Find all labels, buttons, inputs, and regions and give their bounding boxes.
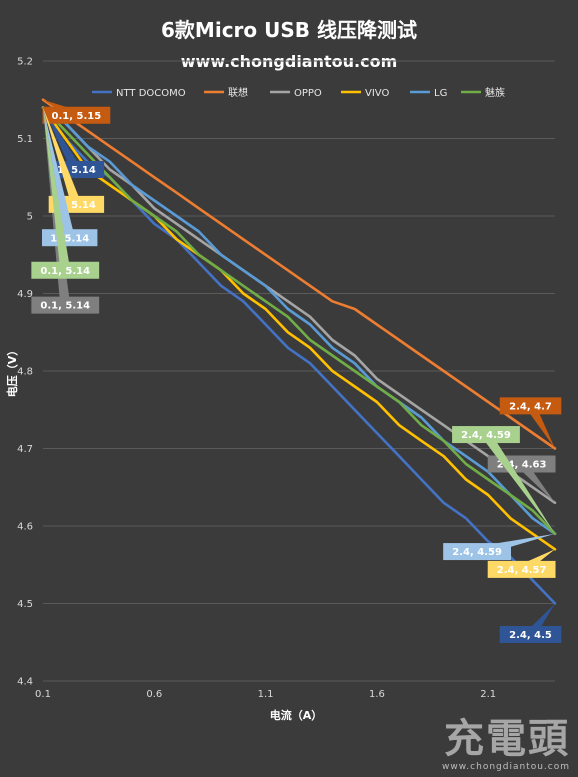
gridlines	[43, 60, 555, 682]
series-lines	[41, 98, 557, 605]
data-label-box	[42, 106, 111, 124]
data-label-text: 2.4, 4.59	[461, 430, 511, 441]
data-label-text: 1, 5.14	[57, 200, 96, 211]
y-tick-label: 4.4	[17, 677, 33, 688]
data-label-box	[487, 560, 556, 578]
watermark-url: www.chongdiantou.com	[442, 762, 570, 772]
data-label-box	[499, 397, 562, 415]
series-line-0	[41, 106, 557, 605]
data-label-text: 2.4, 4.59	[452, 547, 502, 558]
legend-label: 魅族	[485, 86, 505, 99]
legend: NTT DOCOMO 联想 OPPO VIVO LG 魅族	[92, 86, 505, 99]
data-label-box	[499, 626, 562, 643]
watermark-logo: 充電頭 www.chongdiantou.com	[442, 716, 570, 772]
data-label-text: 2.4, 4.63	[497, 460, 547, 471]
chart-title: 6款Micro USB 线压降测试	[161, 18, 417, 42]
data-label-text: 2.4, 4.5	[509, 630, 552, 641]
data-label-text: 1, 5.14	[50, 233, 89, 244]
series-line-5	[41, 106, 557, 536]
series-line-1	[41, 98, 557, 450]
data-label-text: 1, 5.14	[57, 165, 96, 176]
y-tick-label: 4.8	[17, 367, 33, 378]
data-label-box	[443, 543, 511, 561]
y-tick-label: 4.5	[17, 599, 33, 610]
x-tick-label: 1.6	[369, 689, 385, 700]
data-label-text: 0.1, 5.14	[40, 266, 90, 277]
data-label-text: 0.1, 5.14	[40, 301, 90, 312]
data-label-pointer	[43, 107, 82, 207]
watermark-text: 充電頭	[444, 716, 570, 762]
x-tick-label: 1.1	[258, 689, 274, 700]
y-tick-label: 5	[27, 212, 33, 223]
legend-label: LG	[434, 88, 447, 99]
series-line-2	[41, 106, 557, 505]
y-tick-label: 4.9	[17, 289, 33, 300]
data-label-box	[31, 261, 100, 279]
data-label-text: 2.4, 4.57	[497, 565, 547, 576]
y-tick-label: 5.2	[17, 57, 33, 68]
x-tick-label: 0.6	[146, 689, 162, 700]
data-label-text: 2.4, 4.7	[509, 401, 552, 412]
data-label-pointer	[43, 107, 75, 239]
x-tick-label: 2.1	[480, 689, 496, 700]
y-axis-ticks: 4.4 4.5 4.6 4.7 4.8 4.9 5 5.1 5.2	[17, 57, 33, 688]
x-tick-label: 0.1	[35, 689, 51, 700]
series-line-4	[41, 106, 557, 536]
data-label-box	[452, 426, 520, 444]
data-label-text: 0.1, 5.15	[52, 111, 102, 122]
data-labels: 1, 5.14 2.4, 4.5 0.1, 5.15 2.4, 4.7 0.1, 5.1…	[31, 99, 562, 643]
legend-label: NTT DOCOMO	[116, 88, 186, 99]
x-axis-title: 电流（A）	[270, 708, 323, 722]
data-label-box	[31, 296, 100, 314]
data-label-pointer	[481, 431, 555, 534]
y-tick-label: 4.7	[17, 444, 33, 455]
legend-label: OPPO	[294, 88, 322, 99]
y-tick-label: 4.6	[17, 522, 33, 533]
y-tick-label: 5.1	[17, 134, 33, 145]
legend-label: 联想	[228, 86, 248, 99]
data-label-pointer	[43, 107, 71, 271]
legend-label: VIVO	[365, 88, 389, 99]
y-axis-title: 电压（V）	[5, 345, 19, 398]
data-label-pointer	[526, 403, 555, 449]
data-label-box	[42, 229, 98, 247]
x-axis-ticks: 0.1 0.6 1.1 1.6 2.1	[35, 689, 496, 700]
